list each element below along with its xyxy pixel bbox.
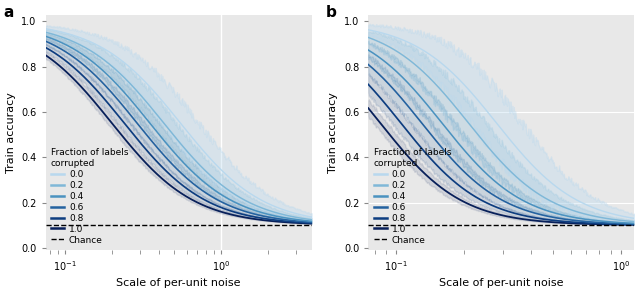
- Text: b: b: [326, 5, 337, 20]
- X-axis label: Scale of per-unit noise: Scale of per-unit noise: [439, 278, 564, 288]
- Y-axis label: Train accuracy: Train accuracy: [328, 92, 339, 173]
- Legend: 0.0, 0.2, 0.4, 0.6, 0.8, 1.0, Chance: 0.0, 0.2, 0.4, 0.6, 0.8, 1.0, Chance: [370, 145, 455, 248]
- Text: a: a: [3, 5, 13, 20]
- Y-axis label: Train accuracy: Train accuracy: [6, 92, 15, 173]
- Legend: 0.0, 0.2, 0.4, 0.6, 0.8, 1.0, Chance: 0.0, 0.2, 0.4, 0.6, 0.8, 1.0, Chance: [47, 145, 132, 248]
- X-axis label: Scale of per-unit noise: Scale of per-unit noise: [116, 278, 241, 288]
